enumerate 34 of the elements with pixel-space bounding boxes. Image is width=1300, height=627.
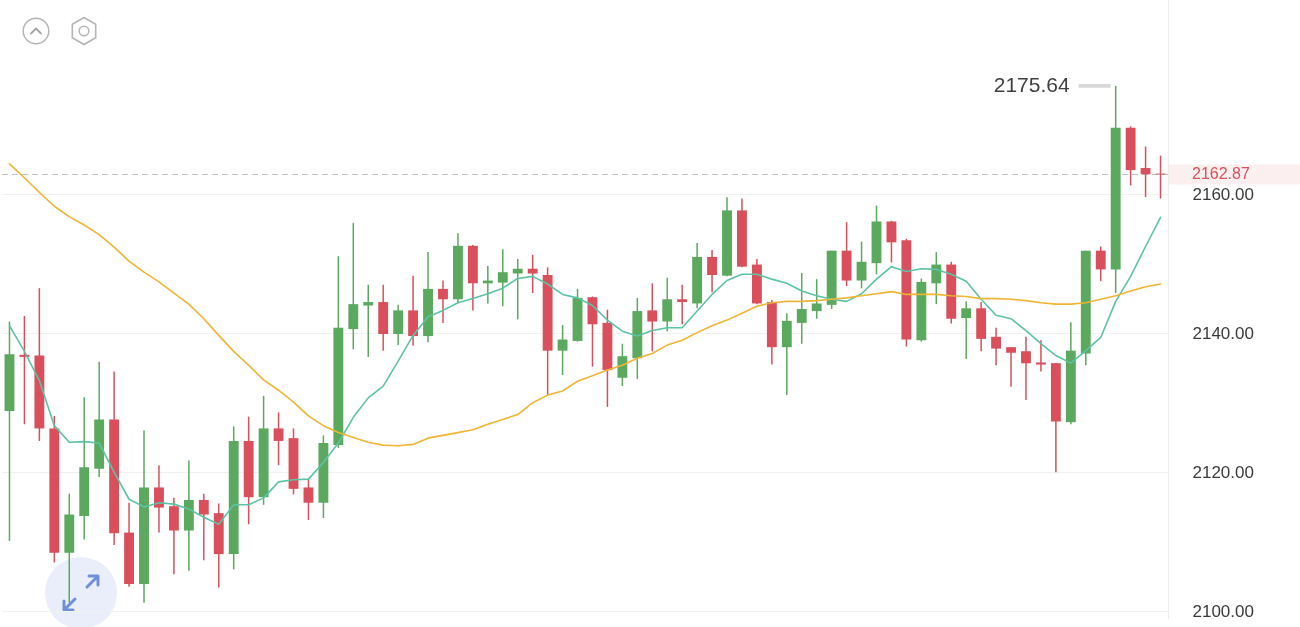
candlestick [1021,336,1031,401]
candlestick [497,248,508,307]
candlestick [557,324,568,376]
candlestick [1140,145,1151,198]
line-series [8,216,1162,526]
line-series [8,163,1162,447]
y-tick-label: 2160.00 [1192,184,1254,204]
candlestick [198,492,209,562]
candlestick [617,342,628,387]
candlestick [527,254,538,294]
ref-line-label: 2162.87 [1192,165,1250,183]
candlestick [303,477,314,521]
candlestick [438,279,448,324]
candlestick [677,283,688,326]
candlestick [1006,346,1016,388]
y-tick-label: 2120.00 [1192,462,1254,482]
candlestick [512,258,523,321]
candlestick [662,277,673,332]
y-tick-label: 2100.00 [1192,601,1254,621]
candlestick [647,282,658,353]
candlestick [991,327,1002,366]
candlestick [1095,245,1106,282]
candlestick [811,278,822,320]
candlestick [1036,339,1046,373]
candlestick [363,283,374,358]
candlestick [856,240,867,289]
candlestick [393,304,404,346]
candlestick [273,411,284,466]
annotation: 2175.64 [993,72,1070,96]
y-tick-label: 2140.00 [1192,323,1254,343]
candlestick [796,272,807,345]
candlestick [707,249,717,294]
candlestick [154,464,164,534]
candlestick [961,300,972,360]
